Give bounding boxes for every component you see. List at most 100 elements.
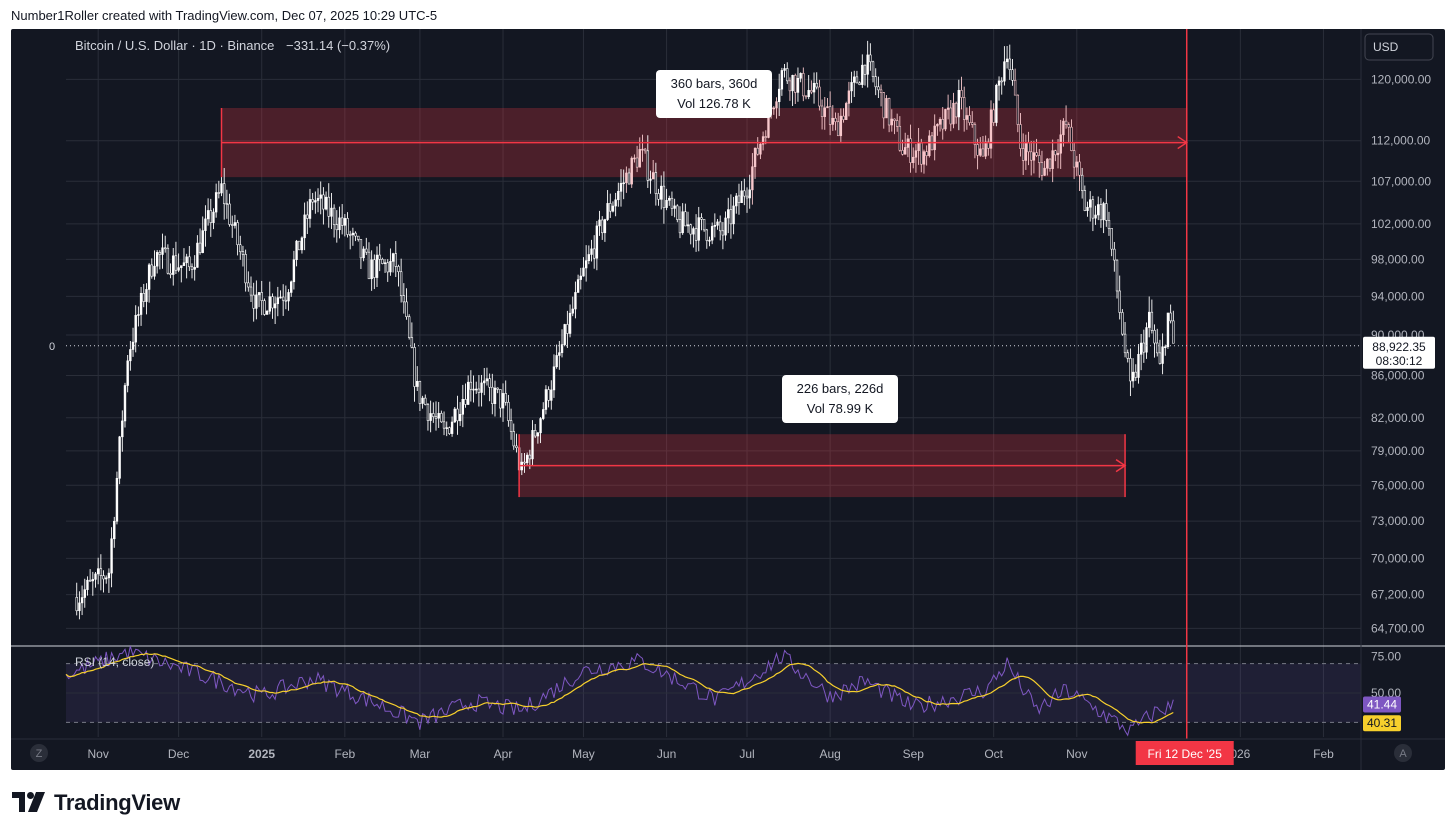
candle-body bbox=[1013, 79, 1017, 96]
candle-body bbox=[981, 148, 985, 157]
candle-body bbox=[252, 294, 255, 309]
auto-scale-button[interactable] bbox=[1394, 744, 1412, 762]
candle-body bbox=[418, 380, 422, 404]
tradingview-logo: TradingView bbox=[12, 790, 180, 816]
currency-button[interactable] bbox=[1364, 33, 1434, 61]
candle-body bbox=[657, 193, 660, 200]
candle-body bbox=[145, 289, 148, 302]
candle-body bbox=[1038, 155, 1041, 163]
candle-body bbox=[566, 324, 569, 334]
candle-body bbox=[681, 211, 684, 234]
zoom-reset-button[interactable] bbox=[30, 744, 48, 762]
candle-body bbox=[791, 75, 794, 92]
candle-body bbox=[1118, 290, 1121, 313]
candle-body bbox=[1078, 161, 1081, 176]
candle-body bbox=[1110, 228, 1113, 250]
candle-body bbox=[898, 126, 902, 151]
measure-volume-label: Vol 126.78 K bbox=[677, 96, 751, 111]
candle-body bbox=[705, 229, 708, 241]
candle-body bbox=[729, 209, 733, 225]
attribution-text: Number1Roller created with TradingView.c… bbox=[11, 8, 438, 23]
currency-button-label[interactable]: USD bbox=[1373, 40, 1399, 54]
candle-body bbox=[150, 264, 153, 277]
candle-body bbox=[523, 461, 526, 464]
candle-body bbox=[257, 292, 261, 296]
candle-body bbox=[708, 239, 711, 242]
candle-body bbox=[839, 115, 843, 137]
candle-body bbox=[399, 271, 403, 296]
bar-countdown-label: 08:30:12 bbox=[1376, 354, 1423, 368]
rsi-line bbox=[65, 645, 1174, 737]
candle-body bbox=[764, 136, 767, 138]
candle-body bbox=[539, 418, 542, 434]
candle-body bbox=[1094, 214, 1097, 219]
candle-body bbox=[1075, 161, 1078, 168]
candle-body bbox=[783, 68, 786, 71]
zoom-reset-label[interactable]: Z bbox=[36, 748, 43, 760]
candle-body bbox=[491, 386, 494, 404]
candle-body bbox=[1161, 346, 1164, 364]
candle-body bbox=[94, 573, 97, 580]
candle-body bbox=[365, 248, 368, 253]
candle-body bbox=[303, 214, 306, 239]
candle-body bbox=[193, 267, 196, 270]
candlestick-chart[interactable]: RSI (14, close) 360 bars, 360d Vol 126.78… bbox=[11, 29, 1445, 770]
price-tick-label: 64,700.00 bbox=[1371, 621, 1425, 635]
candle-body bbox=[357, 235, 360, 240]
candle-body bbox=[212, 211, 215, 223]
candle-body bbox=[424, 397, 427, 405]
candle-body bbox=[196, 242, 199, 268]
measure-label-box bbox=[782, 375, 898, 423]
candle-body bbox=[1156, 342, 1159, 354]
candle-body bbox=[429, 413, 432, 421]
candle-body bbox=[214, 192, 218, 213]
current-price-label: 88,922.35 bbox=[1372, 340, 1426, 354]
candle-body bbox=[332, 207, 336, 225]
candle-body bbox=[421, 397, 424, 404]
candle-body bbox=[850, 82, 853, 92]
candle-body bbox=[440, 413, 443, 423]
candle-body bbox=[756, 147, 759, 155]
candle-body bbox=[901, 149, 904, 155]
candle-body bbox=[700, 217, 703, 220]
candle-body bbox=[761, 136, 765, 145]
candle-body bbox=[394, 253, 397, 267]
candle-body bbox=[1147, 311, 1151, 328]
candle-body bbox=[1115, 259, 1119, 292]
price-tick-label: 102,000.00 bbox=[1371, 217, 1431, 231]
candle-body bbox=[563, 324, 566, 345]
candle-body bbox=[113, 520, 116, 540]
candle-body bbox=[1166, 312, 1170, 348]
candle-body bbox=[646, 150, 650, 181]
candle-body bbox=[319, 194, 322, 199]
candle-body bbox=[737, 195, 741, 204]
candle-body bbox=[1091, 199, 1095, 219]
candle-body bbox=[828, 106, 832, 125]
candle-body bbox=[161, 247, 164, 255]
candle-body bbox=[102, 575, 105, 580]
candle-body bbox=[641, 148, 644, 151]
candle-body bbox=[450, 421, 454, 434]
candle-body bbox=[989, 109, 993, 149]
candle-body bbox=[649, 178, 652, 181]
candle-body bbox=[472, 388, 475, 391]
candle-body bbox=[469, 381, 473, 390]
candle-body bbox=[153, 265, 156, 277]
candle-body bbox=[1003, 61, 1006, 82]
candle-body bbox=[1000, 80, 1003, 83]
candle-body bbox=[678, 219, 682, 234]
candle-body bbox=[1150, 311, 1154, 331]
candle-body bbox=[239, 244, 242, 252]
candle-body bbox=[855, 76, 859, 84]
auto-scale-label[interactable]: A bbox=[1399, 748, 1407, 760]
candle-body bbox=[375, 254, 379, 278]
candle-body bbox=[944, 109, 947, 130]
chart-panel[interactable]: RSI (14, close) 360 bars, 360d Vol 126.78… bbox=[11, 29, 1445, 770]
candle-body bbox=[582, 267, 585, 277]
candle-body bbox=[1080, 174, 1084, 191]
candle-body bbox=[544, 389, 548, 410]
price-tick-label: 76,000.00 bbox=[1371, 478, 1425, 492]
candle-body bbox=[550, 389, 553, 401]
candle-body bbox=[748, 189, 751, 199]
candle-body bbox=[721, 230, 725, 236]
